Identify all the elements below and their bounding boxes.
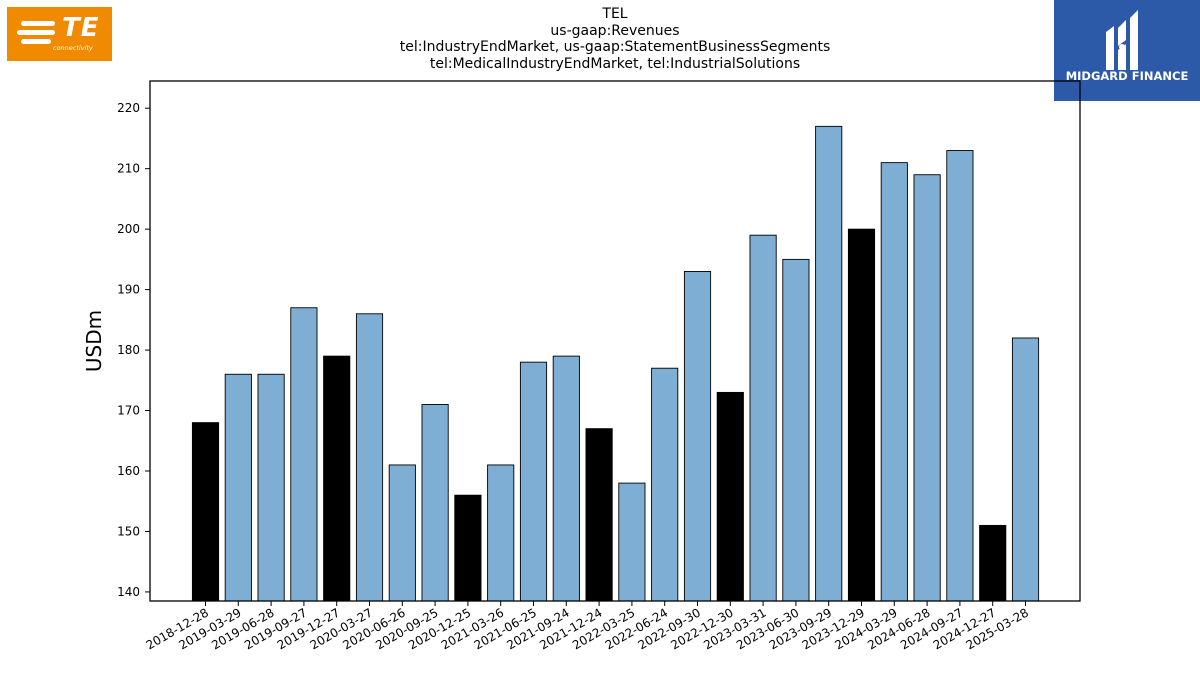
bar-2022-03-25 (618, 482, 646, 602)
bar-2024-03-29 (880, 162, 908, 602)
title-line-ticker: TEL (602, 6, 628, 22)
chart-title: TEL us-gaap:Revenues tel:IndustryEndMark… (215, 6, 1015, 72)
bar-2024-12-27 (979, 524, 1007, 602)
te-logo-text: TE (62, 13, 100, 43)
y-tick-label: 140 (117, 585, 140, 599)
bars-group (191, 125, 1040, 602)
bar-2020-03-27 (355, 313, 384, 602)
bar-2022-09-30 (683, 271, 712, 602)
bar-2023-03-31 (749, 234, 777, 602)
bar-2022-06-24 (651, 367, 679, 602)
te-connectivity-logo: TE connectivity (7, 7, 112, 61)
y-tick-label: 190 (117, 283, 140, 297)
bar-2021-03-26 (487, 464, 515, 602)
plot-frame (149, 80, 1081, 602)
y-axis: 140 150 160 170 180 190 200 210 220 (117, 101, 150, 599)
y-tick-label: 210 (117, 162, 140, 176)
y-tick-label: 220 (117, 101, 140, 115)
title-line-members: tel:MedicalIndustryEndMarket, tel:Indust… (429, 55, 801, 72)
bar-2021-12-24 (585, 428, 613, 602)
bar-2024-09-27 (946, 150, 974, 602)
te-logo-subtext: connectivity (53, 44, 93, 52)
y-tick-label: 150 (117, 524, 140, 538)
bar-2019-12-27 (323, 355, 351, 602)
bar-2021-06-25 (519, 361, 548, 602)
y-tick-label: 180 (117, 343, 140, 357)
bar-2023-06-30 (782, 258, 810, 602)
x-axis: 2018-12-282019-03-292019-06-282019-09-27… (144, 601, 1031, 652)
title-line-concept: us-gaap:Revenues (550, 22, 680, 39)
bar-2018-12-28 (191, 422, 220, 602)
bar-2025-03-28 (1011, 337, 1040, 602)
bar-2020-12-25 (454, 494, 482, 602)
bar-2023-12-29 (847, 228, 876, 602)
te-stripes-icon (17, 21, 55, 44)
y-tick-label: 200 (117, 222, 140, 236)
bar-2022-12-30 (716, 391, 744, 602)
midgard-logo-text: MIDGARD FINANCE (1065, 69, 1189, 83)
bar-2023-09-29 (815, 125, 843, 602)
midgard-emblem-icon (1106, 10, 1138, 70)
bar-2019-06-28 (257, 373, 285, 602)
bar-2020-06-26 (388, 464, 416, 602)
bar-2024-06-28 (913, 174, 941, 602)
bar-2021-09-24 (552, 355, 580, 602)
title-line-axes: tel:IndustryEndMarket, us-gaap:Statement… (399, 39, 831, 55)
bar-2019-09-27 (290, 307, 318, 602)
midgard-finance-logo: MIDGARD FINANCE (1054, 0, 1200, 101)
y-tick-label: 170 (117, 404, 140, 418)
bar-2019-03-29 (224, 373, 252, 602)
y-axis-label: USDm (82, 310, 106, 372)
y-tick-label: 160 (117, 464, 140, 478)
bar-2020-09-25 (421, 404, 449, 602)
